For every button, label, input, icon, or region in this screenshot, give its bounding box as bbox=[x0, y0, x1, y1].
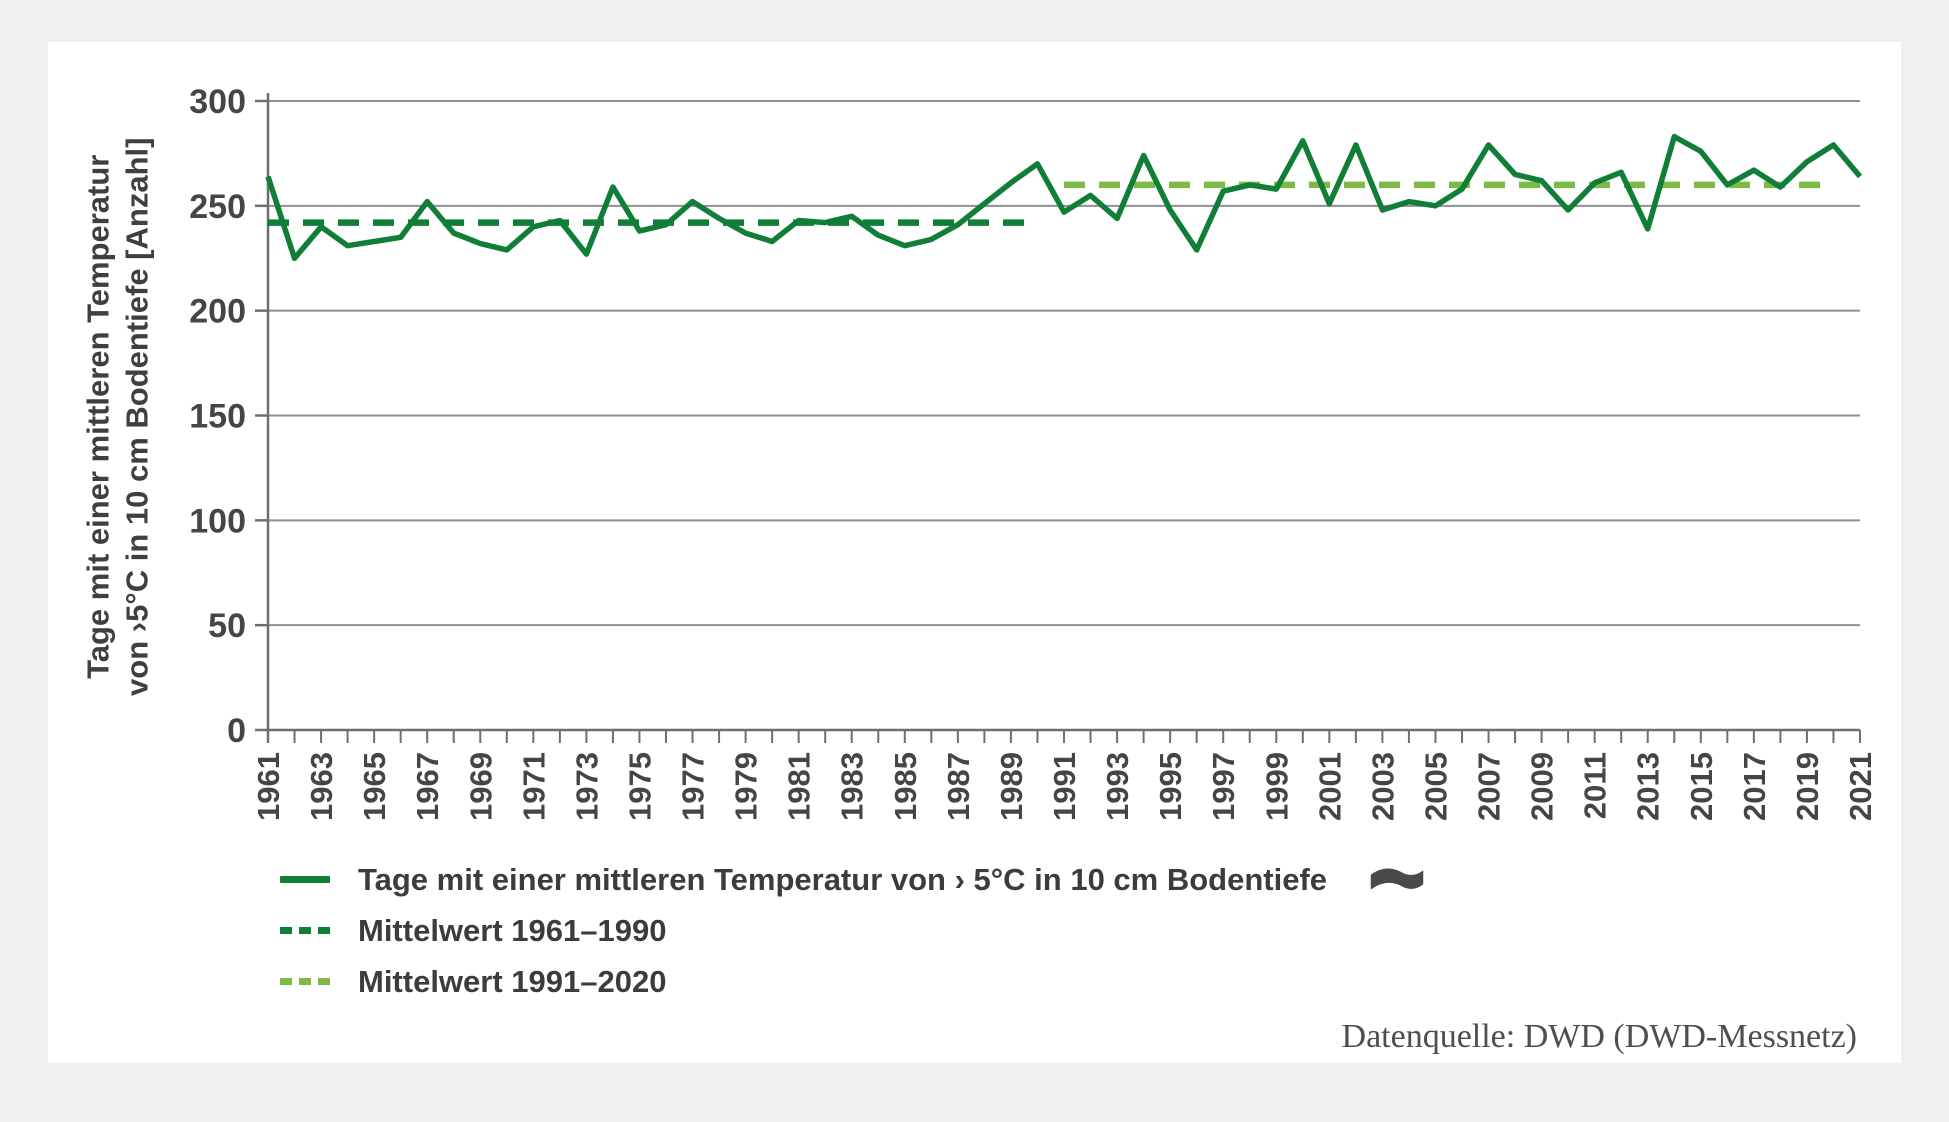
y-tick-label-150: 150 bbox=[189, 398, 246, 436]
series-line-swatch bbox=[280, 876, 330, 883]
y-axis-title: Tage mit einer mittleren Temperatur von … bbox=[79, 67, 157, 767]
x-tick-label-2013: 2013 bbox=[1631, 752, 1666, 821]
x-tick-label-1997: 1997 bbox=[1206, 752, 1241, 821]
legend: Tage mit einer mittleren Temperatur von … bbox=[280, 854, 1425, 1007]
legend-row-mean-recent: Mittelwert 1991–2020 bbox=[280, 956, 1425, 1007]
x-tick-label-1993: 1993 bbox=[1100, 752, 1135, 821]
y-tick-label-0: 0 bbox=[227, 712, 246, 750]
x-tick-label-1973: 1973 bbox=[569, 752, 604, 821]
x-tick-label-1983: 1983 bbox=[835, 752, 870, 821]
mean-1991-2020-swatch bbox=[280, 978, 330, 985]
x-tick-label-1963: 1963 bbox=[304, 752, 339, 821]
legend-label-mean-recent: Mittelwert 1991–2020 bbox=[358, 963, 667, 999]
y-tick-label-250: 250 bbox=[189, 188, 246, 226]
x-tick-label-1965: 1965 bbox=[357, 752, 392, 821]
x-tick-label-2007: 2007 bbox=[1472, 752, 1507, 821]
x-tick-label-1971: 1971 bbox=[516, 752, 551, 821]
x-tick-label-2017: 2017 bbox=[1737, 752, 1772, 821]
series-line bbox=[265, 133, 1863, 262]
y-tick-label-200: 200 bbox=[189, 293, 246, 331]
legend-label-mean-old: Mittelwert 1961–1990 bbox=[358, 912, 667, 948]
x-tick-label-2005: 2005 bbox=[1418, 752, 1453, 821]
x-tick-label-1987: 1987 bbox=[941, 752, 976, 821]
x-tick-label-1989: 1989 bbox=[994, 752, 1029, 821]
chart-panel: 0 50 100 150 200 250 300 1961 1963 1965 1967 1969 19… bbox=[48, 42, 1901, 1063]
y-axis-title-line1: Tage mit einer mittleren Temperatur bbox=[80, 154, 116, 679]
x-tick-label-2011: 2011 bbox=[1578, 752, 1613, 819]
x-tick-label-1991: 1991 bbox=[1047, 752, 1082, 821]
x-tick-label-1961: 1961 bbox=[251, 752, 286, 821]
x-tick-label-2015: 2015 bbox=[1684, 752, 1719, 821]
x-tick-label-1977: 1977 bbox=[676, 752, 711, 821]
mean-1961-1990-swatch bbox=[280, 927, 330, 934]
x-tick-label-2001: 2001 bbox=[1312, 752, 1347, 821]
x-tick-label-1975: 1975 bbox=[622, 752, 657, 821]
x-tick-label-2009: 2009 bbox=[1525, 752, 1560, 821]
legend-row-series: Tage mit einer mittleren Temperatur von … bbox=[280, 854, 1425, 905]
x-tick-label-1969: 1969 bbox=[463, 752, 498, 821]
y-tick-label-50: 50 bbox=[208, 607, 246, 645]
x-tick-label-2019: 2019 bbox=[1790, 752, 1825, 821]
data-source-note: Datenquelle: DWD (DWD-Messnetz) bbox=[1341, 1018, 1857, 1055]
legend-row-mean-old: Mittelwert 1961–1990 bbox=[280, 905, 1425, 956]
x-tick-label-1967: 1967 bbox=[410, 752, 445, 821]
x-tick-label-2003: 2003 bbox=[1365, 752, 1400, 821]
x-tick-label-1981: 1981 bbox=[782, 752, 817, 821]
x-tick-label-1985: 1985 bbox=[888, 752, 923, 821]
x-tick-label-1995: 1995 bbox=[1153, 752, 1188, 821]
x-tick-label-2021: 2021 bbox=[1843, 752, 1878, 821]
x-tick-label-1979: 1979 bbox=[729, 752, 764, 821]
y-tick-label-300: 300 bbox=[189, 83, 246, 121]
legend-label-series: Tage mit einer mittleren Temperatur von … bbox=[358, 861, 1328, 897]
y-axis-title-line2: von ›5°C in 10 cm Bodentiefe [Anzahl] bbox=[119, 137, 154, 696]
soil-temperature-days-line-chart: 0 50 100 150 200 250 300 1961 1963 1965 1967 1969 19… bbox=[189, 83, 1878, 821]
wave-flag-icon bbox=[1370, 867, 1424, 890]
x-tick-label-1999: 1999 bbox=[1259, 752, 1294, 821]
y-tick-label-100: 100 bbox=[189, 502, 246, 540]
